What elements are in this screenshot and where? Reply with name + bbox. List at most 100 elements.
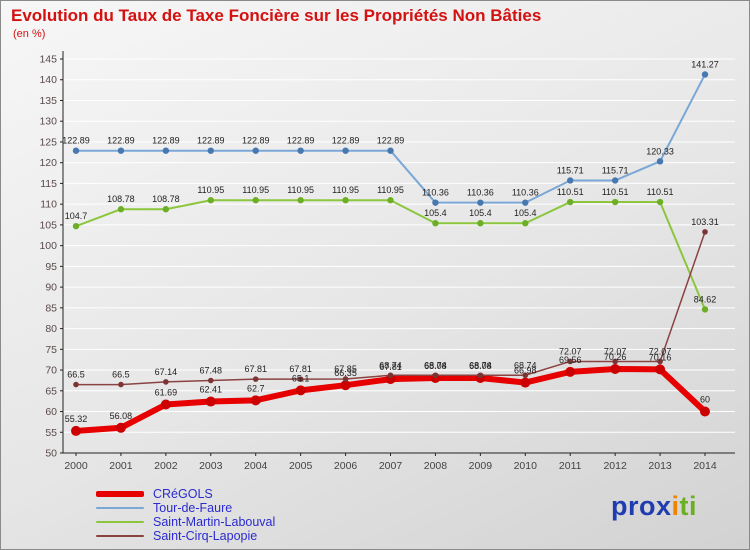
y-tick-label: 105: [39, 219, 57, 231]
data-point: [477, 372, 484, 379]
data-label: 68.08: [424, 361, 447, 371]
axes: [62, 51, 735, 454]
data-label: 110.95: [197, 185, 224, 195]
data-point: [160, 399, 171, 410]
data-label: 56.08: [110, 411, 133, 421]
data-label: 55.32: [65, 414, 88, 424]
data-point: [73, 381, 79, 388]
data-label: 65.1: [292, 373, 310, 383]
legend-swatch: [96, 521, 144, 523]
legend: CRéGOLS Tour-de-Faure Saint-Martin-Labouva…: [96, 487, 275, 543]
data-label: 105.4: [424, 208, 447, 218]
logo-segment: i: [671, 491, 680, 521]
data-label: 105.4: [469, 208, 492, 218]
logo-segment: x: [655, 491, 672, 521]
data-label: 67.14: [155, 367, 178, 377]
data-point: [612, 358, 618, 365]
data-label: 60: [700, 395, 710, 405]
data-point: [432, 372, 439, 379]
data-label: 72.07: [604, 346, 627, 356]
data-point: [520, 377, 531, 388]
data-label: 67.81: [379, 362, 402, 372]
data-label: 68.74: [379, 360, 402, 370]
x-tick-label: 2011: [559, 460, 582, 472]
logo-segment: ti: [679, 491, 697, 521]
data-label: 104.7: [65, 211, 88, 221]
data-point: [297, 147, 304, 154]
x-tick-label: 2002: [154, 460, 178, 472]
data-point: [117, 206, 125, 213]
data-label: 67.85: [334, 364, 357, 374]
data-label: 108.78: [152, 194, 180, 204]
data-point: [252, 147, 259, 154]
logo-segment: pro: [610, 491, 656, 521]
y-tick-label: 115: [40, 178, 57, 190]
data-label: 108.78: [107, 194, 135, 204]
y-tick-label: 60: [45, 406, 57, 418]
data-point: [387, 372, 394, 379]
legend-label: Saint-Cirq-Lapopie: [153, 528, 258, 543]
data-point: [118, 381, 124, 388]
legend-item-cr-gols: CRéGOLS: [96, 487, 275, 501]
y-tick-label: 70: [45, 365, 57, 377]
gridlines: 50 55 60 65 70 75 80 85 90 95 100 105 110 115 120 125 13…: [39, 54, 735, 460]
x-tick-label: 2004: [244, 460, 268, 472]
data-label: 67.48: [200, 366, 223, 376]
series-saint-cirq-lapopie: [73, 229, 708, 388]
data-label: 141.27: [691, 59, 719, 69]
data-point: [342, 197, 349, 204]
y-tick-label: 120: [39, 157, 57, 169]
data-label: 72.07: [559, 346, 582, 356]
data-label: 70.26: [604, 352, 627, 362]
data-point: [611, 177, 619, 184]
data-label: 66.35: [334, 368, 357, 378]
y-tick-label: 55: [45, 427, 57, 439]
x-axis-labels: 2000 2001 2002 2003 2004 2005 2006 2007 2008 2009…: [64, 453, 717, 472]
data-point: [207, 197, 214, 204]
y-tick-label: 110: [40, 199, 57, 211]
data-label: 110.36: [422, 188, 449, 198]
y-tick-label: 85: [45, 302, 57, 314]
data-point: [565, 366, 576, 377]
x-tick-label: 2014: [693, 460, 717, 472]
data-point: [610, 363, 621, 374]
data-point: [117, 147, 125, 154]
data-label: 70.16: [649, 352, 672, 362]
data-label: 120.33: [646, 146, 674, 156]
data-point: [477, 199, 484, 206]
data-label: 110.36: [467, 188, 494, 198]
legend-item-saint-cirq-lapopie: Saint-Cirq-Lapopie: [96, 529, 275, 543]
data-label: 110.95: [332, 185, 359, 195]
data-label: 62.7: [247, 383, 265, 393]
data-point: [432, 220, 439, 227]
data-label: 66.5: [112, 370, 130, 380]
x-tick-label: 2001: [109, 460, 133, 472]
data-point: [657, 358, 663, 365]
data-label: 110.51: [647, 187, 674, 197]
data-point: [522, 199, 529, 206]
y-tick-label: 65: [45, 385, 57, 397]
data-label: 110.95: [377, 185, 404, 195]
data-point: [115, 422, 126, 433]
data-label: 110.95: [242, 185, 269, 195]
data-point: [387, 197, 394, 204]
data-point: [207, 147, 214, 154]
data-point: [342, 376, 349, 382]
y-tick-label: 135: [39, 95, 57, 107]
legend-item-saint-martin-labouval: Saint-Martin-Labouval: [96, 515, 275, 529]
data-label: 68.74: [469, 360, 492, 370]
y-tick-label: 145: [39, 54, 57, 66]
legend-item-tour-de-faure: Tour-de-Faure: [96, 501, 275, 515]
x-tick-label: 2008: [424, 460, 448, 472]
data-point: [567, 177, 574, 184]
x-tick-label: 2010: [514, 460, 538, 472]
data-label: 68.08: [469, 361, 492, 371]
legend-swatch: [96, 491, 144, 497]
data-point: [250, 395, 261, 406]
data-label: 66.98: [514, 366, 537, 376]
data-point: [656, 198, 664, 206]
x-tick-label: 2005: [289, 460, 313, 472]
data-label: 122.89: [152, 136, 180, 146]
labels-saint-cirq-lapopie: 66.5 66.5 67.14 67.48 67.81 67.81 67.85 68.74 68…: [67, 217, 719, 380]
